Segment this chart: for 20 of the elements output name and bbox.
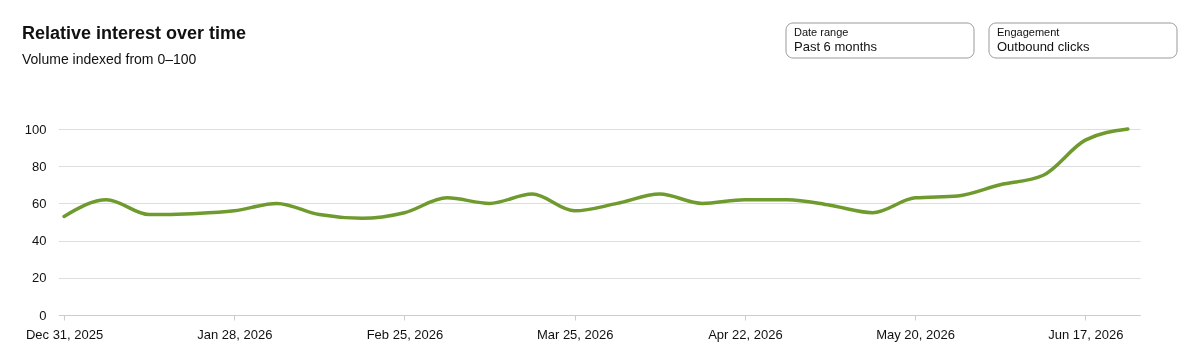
x-tick-label: Mar 25, 2026 [536, 326, 614, 342]
line-series [62, 127, 1130, 221]
y-tick-label: 20 [32, 270, 47, 286]
x-tick-label: May 20, 2026 [876, 326, 955, 342]
text: Outbound clicks [997, 39, 1090, 54]
chart-subtitle: Volume indexed from 0–100 [22, 51, 197, 67]
y-tick-label: 80 [32, 158, 47, 174]
x-tick-label: Feb 25, 2026 [366, 326, 444, 342]
x-tick-label: Jan 28, 2026 [197, 326, 273, 342]
text: Engagement [997, 26, 1060, 38]
y-tick-label: 60 [32, 195, 47, 211]
text: Past 6 months [794, 39, 878, 54]
y-tick-label: 100 [24, 121, 47, 137]
text: Date range [794, 26, 849, 38]
y-tick-label: 0 [39, 307, 47, 323]
y-tick-label: 40 [32, 233, 47, 249]
x-tick-label: Apr 22, 2026 [708, 326, 783, 342]
chart-title: Relative interest over time [22, 23, 247, 43]
x-tick-label: Dec 31, 2025 [25, 326, 104, 342]
x-tick-label: Jun 17, 2026 [1048, 326, 1124, 342]
